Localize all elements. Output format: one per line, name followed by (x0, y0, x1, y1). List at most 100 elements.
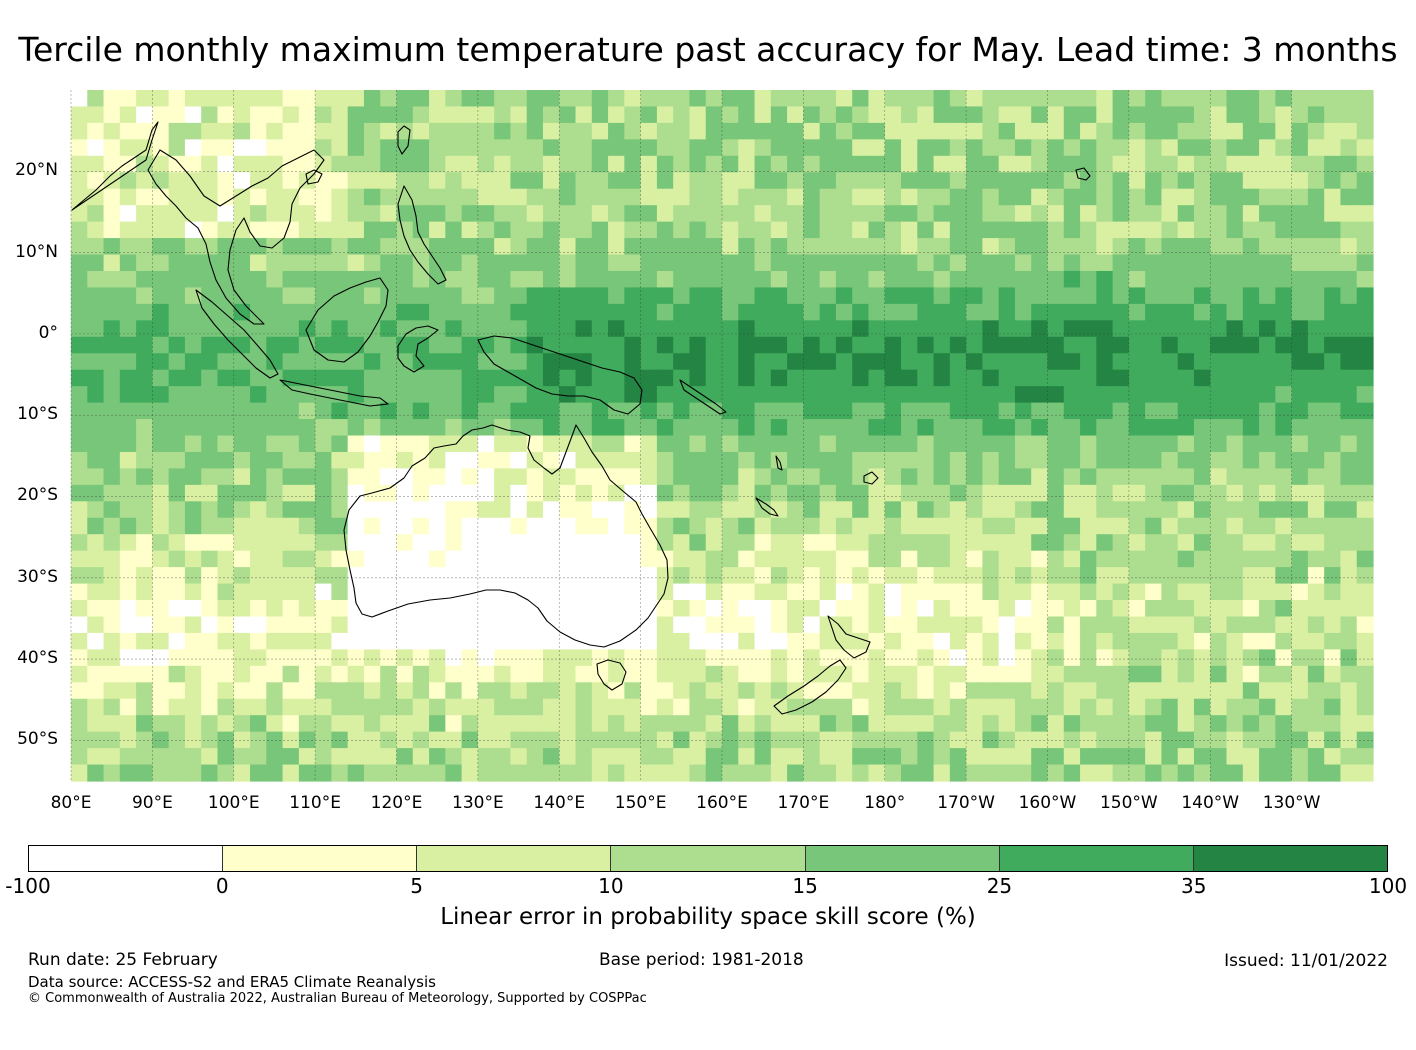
raster-cell (1324, 698, 1342, 716)
raster-cell (754, 632, 772, 650)
raster-cell (1014, 435, 1032, 453)
raster-cell (298, 451, 316, 469)
raster-cell (673, 632, 691, 650)
raster-cell (510, 435, 528, 453)
raster-cell (1145, 336, 1163, 354)
raster-cell (1177, 451, 1195, 469)
raster-cell (396, 435, 414, 453)
raster-cell (542, 90, 560, 108)
raster-cell (982, 353, 1000, 371)
raster-cell (949, 303, 967, 321)
raster-cell (705, 501, 723, 519)
raster-cell (201, 221, 219, 239)
raster-cell (868, 172, 886, 190)
raster-cell (542, 188, 560, 206)
raster-cell (640, 550, 658, 568)
raster-cell (1128, 155, 1146, 173)
raster-cell (396, 748, 414, 766)
raster-cell (1128, 583, 1146, 601)
raster-cell (347, 320, 365, 338)
raster-cell (754, 386, 772, 404)
raster-cell (363, 90, 381, 108)
raster-cell (103, 254, 121, 272)
new-zealand-north-island (827, 615, 871, 659)
raster-cell (1307, 353, 1325, 371)
raster-cell (835, 649, 853, 667)
raster-cell (884, 139, 902, 157)
raster-cell (347, 419, 365, 437)
raster-cell (1324, 451, 1342, 469)
raster-cell (624, 764, 642, 782)
raster-cell (608, 369, 625, 387)
raster-cell (803, 386, 821, 404)
raster-cell (477, 616, 495, 634)
raster-cell (673, 484, 691, 502)
raster-cell (282, 369, 300, 387)
raster-cell (1324, 270, 1342, 289)
raster-cell (1275, 517, 1293, 535)
raster-cell (542, 172, 560, 190)
raster-cell (591, 205, 609, 223)
raster-cell (461, 106, 479, 124)
raster-cell (884, 665, 902, 683)
raster-cell (119, 517, 137, 535)
raster-cell (673, 303, 691, 321)
raster-cell (347, 139, 365, 157)
longitude-tick-label: 100°E (207, 793, 260, 813)
raster-cell (656, 320, 674, 338)
raster-cell (1128, 435, 1146, 453)
raster-cell (477, 122, 495, 140)
raster-cell (152, 205, 170, 223)
raster-cell (787, 238, 804, 256)
raster-cell (656, 188, 674, 206)
raster-cell (722, 748, 739, 766)
raster-cell (1031, 106, 1049, 124)
raster-cell (526, 435, 544, 453)
raster-cell (1177, 764, 1195, 782)
raster-cell (1259, 484, 1276, 502)
raster-cell (1356, 122, 1374, 140)
raster-cell (1047, 468, 1065, 486)
raster-cell (1096, 188, 1114, 206)
raster-cell (380, 139, 398, 157)
raster-cell (1340, 122, 1358, 140)
raster-cell (1226, 698, 1244, 716)
raster-cell (1096, 402, 1114, 420)
raster-cell (461, 748, 479, 766)
raster-cell (1047, 567, 1065, 585)
raster-cell (184, 682, 202, 700)
raster-cell (445, 649, 463, 667)
raster-cell (1047, 419, 1065, 437)
raster-cell (884, 270, 902, 289)
raster-cell (624, 238, 642, 256)
raster-cell (477, 139, 495, 157)
raster-cell (347, 90, 365, 108)
raster-cell (282, 649, 300, 667)
raster-cell (168, 435, 186, 453)
raster-cell (282, 336, 300, 354)
raster-cell (1291, 419, 1309, 437)
raster-cell (705, 632, 723, 650)
graticule (70, 90, 1373, 781)
raster-cell (575, 205, 593, 223)
raster-cell (136, 402, 153, 420)
raster-cell (282, 287, 300, 305)
raster-cell (1112, 172, 1130, 190)
raster-cell (722, 303, 739, 321)
raster-cell (87, 550, 105, 568)
raster-cell (787, 616, 804, 634)
raster-cell (217, 122, 235, 140)
raster-cell (71, 254, 88, 272)
raster-cell (608, 600, 625, 618)
raster-cell (624, 748, 642, 766)
raster-cell (1356, 731, 1374, 749)
raster-cell (396, 632, 414, 650)
raster-cell (819, 402, 837, 420)
raster-cell (1031, 583, 1049, 601)
raster-cell (429, 287, 446, 305)
raster-cell (868, 320, 886, 338)
raster-cell (429, 748, 446, 766)
raster-cell (1259, 106, 1276, 124)
raster-cell (1128, 303, 1146, 321)
raster-cell (1242, 567, 1260, 585)
